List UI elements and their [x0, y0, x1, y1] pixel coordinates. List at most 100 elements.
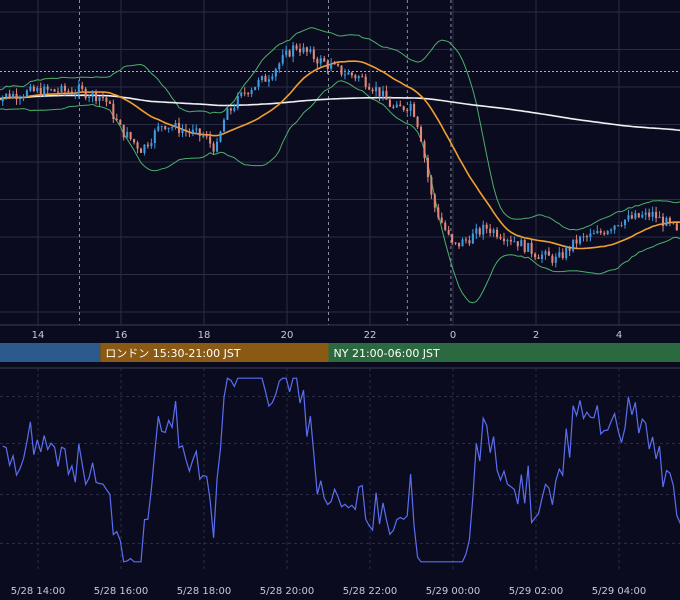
- candle-body: [606, 231, 609, 235]
- candle-body: [658, 216, 661, 219]
- oscillator-line: [2, 377, 680, 563]
- candle-body: [354, 75, 357, 79]
- candle-body: [133, 139, 136, 143]
- candle-body: [578, 236, 582, 244]
- candle-body: [585, 236, 588, 238]
- moving-average-short: [0, 60, 680, 250]
- candle-body: [426, 157, 429, 178]
- candle-body: [520, 240, 523, 247]
- candle-body: [129, 132, 132, 140]
- candle-body: [343, 74, 346, 76]
- datetime-tick-label: 5/28 20:00: [260, 586, 314, 597]
- candle-body: [610, 229, 613, 232]
- candle-body: [88, 96, 91, 99]
- session-tokyo: [0, 343, 101, 362]
- candle-body: [471, 233, 474, 244]
- hour-tick-label: 18: [198, 330, 211, 341]
- candle-body: [29, 86, 32, 91]
- candle-body: [216, 141, 219, 152]
- candle-body: [554, 256, 557, 263]
- candle-body: [5, 93, 8, 98]
- hour-tick-label: 16: [115, 330, 128, 341]
- candle-body: [101, 96, 105, 98]
- candle-body: [309, 49, 312, 52]
- candle-body: [547, 251, 550, 256]
- candle-body: [409, 103, 412, 111]
- time-axis: 14 16 18 20 22 0 2 4: [0, 324, 680, 341]
- candle-body: [8, 93, 11, 99]
- candle-body: [534, 253, 537, 258]
- candle-body: [70, 91, 73, 94]
- candle-body: [43, 86, 46, 96]
- candle-body: [330, 63, 333, 69]
- candle-body: [150, 143, 153, 147]
- datetime-tick-label: 5/29 04:00: [592, 586, 646, 597]
- candle-body: [613, 225, 616, 230]
- candle-body: [433, 194, 436, 208]
- candle-body: [337, 64, 340, 66]
- candle-body: [603, 232, 606, 235]
- candle-body: [551, 255, 554, 263]
- candle-body: [288, 50, 291, 57]
- candle-body: [492, 229, 495, 234]
- price-panel: [0, 0, 680, 325]
- candle-body: [644, 212, 647, 215]
- candle-body: [350, 72, 353, 76]
- candle-body: [74, 93, 77, 95]
- candle-body: [482, 224, 485, 235]
- candle-body: [153, 130, 156, 144]
- candle-body: [243, 92, 246, 94]
- candle-body: [122, 124, 125, 138]
- candle-body: [257, 80, 260, 87]
- candle-body: [437, 207, 440, 218]
- candle-body: [634, 213, 637, 219]
- candle-body: [478, 228, 481, 235]
- candle-body: [589, 233, 592, 237]
- datetime-tick-label: 5/28 22:00: [343, 586, 397, 597]
- candle-body: [592, 233, 595, 235]
- candle-body: [347, 72, 350, 75]
- candle-body: [278, 63, 281, 70]
- candle-body: [136, 142, 139, 149]
- candle-body: [496, 229, 499, 238]
- candle-body: [648, 212, 651, 217]
- candle-body: [468, 240, 471, 244]
- candle-body: [164, 126, 167, 130]
- candle-body: [195, 128, 198, 130]
- candle-body: [489, 228, 492, 234]
- candle-body: [513, 241, 516, 243]
- session-divider-lines: [79, 0, 452, 325]
- candle-body: [447, 229, 450, 235]
- candle-body: [219, 131, 222, 142]
- candle-body: [233, 108, 236, 111]
- candle-body: [668, 217, 671, 223]
- candle-body: [191, 129, 194, 133]
- candle-body: [84, 88, 87, 99]
- candle-body: [67, 91, 70, 93]
- candle-body: [458, 242, 461, 247]
- candle-body: [440, 217, 443, 223]
- hour-tick-label: 14: [32, 330, 45, 341]
- price-grid: [0, 0, 680, 325]
- candle-body: [568, 247, 571, 251]
- candle-body: [506, 239, 509, 242]
- candle-body: [240, 92, 243, 97]
- candle-body: [333, 63, 336, 65]
- candle-body: [675, 223, 678, 231]
- candle-body: [188, 131, 191, 133]
- candle-body: [371, 89, 374, 92]
- session-label-ny: NY 21:00-06:00 JST: [334, 347, 441, 360]
- candle-body: [46, 86, 49, 90]
- candle-body: [226, 108, 229, 120]
- candle-body: [212, 143, 215, 152]
- candlestick-series: [1, 41, 678, 268]
- candle-body: [620, 225, 623, 227]
- candle-body: [25, 90, 28, 97]
- candle-body: [177, 122, 181, 133]
- candle-body: [18, 97, 22, 100]
- candle-body: [285, 50, 288, 56]
- candle-body: [302, 47, 305, 53]
- candle-body: [357, 76, 360, 79]
- candle-body: [385, 90, 388, 100]
- candle-body: [115, 118, 118, 120]
